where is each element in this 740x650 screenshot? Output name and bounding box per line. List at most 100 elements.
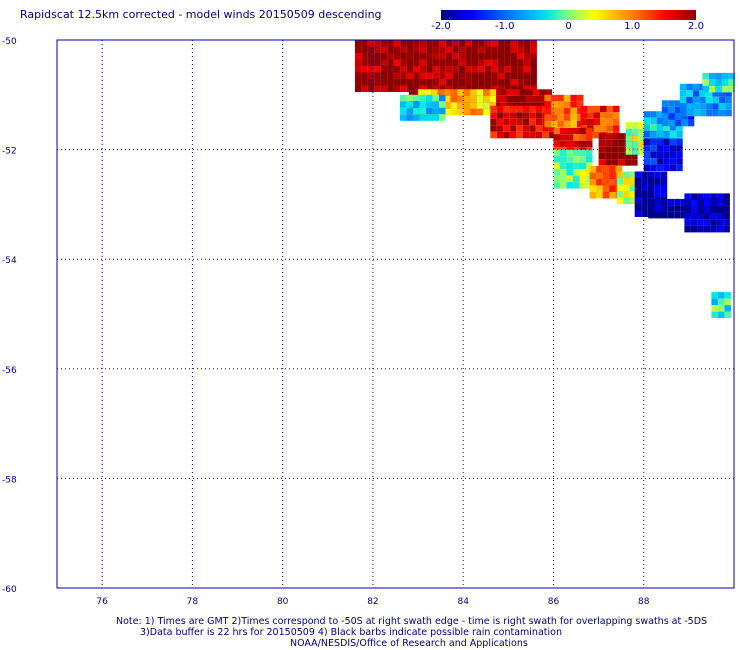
swath-cell (465, 85, 472, 92)
swath-cell (676, 138, 683, 146)
swath-cell (613, 112, 620, 119)
colorbar-tick-4: 2.0 (688, 21, 704, 32)
swath-cell (656, 111, 664, 118)
swath-cell (548, 125, 556, 132)
swath-cell (663, 124, 670, 131)
swath-cell (570, 120, 577, 128)
swath-cell (458, 53, 466, 60)
swath-cell (470, 108, 477, 116)
swath-cell (579, 127, 586, 135)
swath-cell (661, 119, 669, 127)
swath-cell (478, 53, 485, 60)
swath-cell (478, 46, 485, 53)
swath-cell (406, 114, 413, 121)
swath-cell (654, 184, 661, 191)
swath-cell (517, 53, 524, 60)
swath-cell (703, 212, 711, 220)
map-title: Rapidscat 12.5km corrected - model winds… (20, 8, 382, 21)
swath-cell (406, 66, 414, 73)
x-tick-label: 84 (457, 597, 469, 607)
swath-cell (367, 53, 375, 60)
swath-cell (661, 205, 668, 212)
swath-cell (439, 72, 446, 79)
swath-cell (690, 219, 698, 226)
swath-cell (663, 130, 670, 138)
swath-cell (690, 225, 698, 233)
x-tick-label: 76 (96, 597, 108, 607)
swath-cell (593, 105, 600, 113)
swath-cell (450, 102, 458, 109)
swath-cell (553, 149, 560, 157)
swath-cell (523, 46, 531, 53)
swath-cell (710, 212, 717, 220)
swath-cell (504, 46, 511, 53)
swath-cell (680, 205, 688, 212)
swath-cell (681, 119, 688, 127)
swath-cell (374, 79, 381, 86)
swath-cell (519, 89, 526, 96)
swath-cell (457, 95, 464, 103)
swath-cell (548, 131, 556, 139)
x-axis-ticks: 76 78 80 82 84 86 88 (96, 597, 649, 607)
swath-cell (426, 79, 433, 86)
swath-cell (374, 46, 381, 53)
swath-cell (523, 59, 531, 66)
swath-cell (432, 94, 439, 102)
swath-cell (586, 149, 593, 157)
y-tick-label: -52 (2, 147, 17, 157)
swath-cell (523, 85, 531, 92)
swath-cell (406, 101, 413, 108)
swath-cell (586, 134, 593, 141)
swath-cell (623, 178, 630, 185)
swath-cell (650, 138, 657, 146)
swath-cell (483, 102, 490, 109)
swath-cell (426, 107, 433, 115)
swath-cell (354, 40, 362, 47)
swath-cell (697, 219, 704, 226)
swath-cell (491, 79, 498, 86)
swath-cell (553, 127, 560, 135)
swath-cell (647, 191, 655, 198)
swath-cell (641, 197, 648, 204)
swath-cell (596, 179, 603, 186)
swath-cell (563, 114, 571, 121)
swath-cell (643, 158, 651, 165)
swath-cell (687, 119, 695, 127)
swath-cell (669, 151, 677, 159)
swath-cell (550, 114, 558, 121)
x-tick-label: 86 (548, 597, 560, 607)
swath-cell (406, 46, 414, 53)
swath-cell (452, 59, 459, 66)
swath-cell (654, 211, 662, 219)
swath-cell (661, 211, 668, 219)
swath-cell (593, 118, 600, 126)
colorbar-tick-0: -2.0 (431, 21, 451, 32)
swath-cell (715, 85, 722, 93)
swath-cell (650, 111, 657, 118)
swath-cell (393, 59, 401, 66)
swath-cell (452, 66, 459, 73)
swath-cell (641, 210, 648, 217)
swath-cell (596, 192, 603, 199)
swath-cell (503, 118, 510, 126)
swath-cell (605, 146, 612, 153)
swath-cell (497, 79, 505, 86)
swath-cell (611, 139, 619, 147)
swath-cell (439, 66, 446, 73)
swath-cell (374, 40, 381, 47)
swath-cell (387, 79, 394, 86)
swath-cell (602, 185, 610, 192)
swath-cell (413, 72, 420, 79)
swath-cell (452, 85, 459, 92)
swath-cell (654, 171, 661, 178)
swath-cell (361, 53, 368, 60)
swath-cell (624, 159, 632, 166)
swath-cell (413, 66, 420, 73)
swath-cell (550, 94, 558, 102)
swath-cell (510, 72, 518, 79)
swath-cell (413, 101, 420, 108)
swath-cell (560, 162, 567, 170)
swath-cell (493, 102, 500, 109)
swath-cell (690, 193, 698, 200)
swath-cell (432, 72, 440, 79)
